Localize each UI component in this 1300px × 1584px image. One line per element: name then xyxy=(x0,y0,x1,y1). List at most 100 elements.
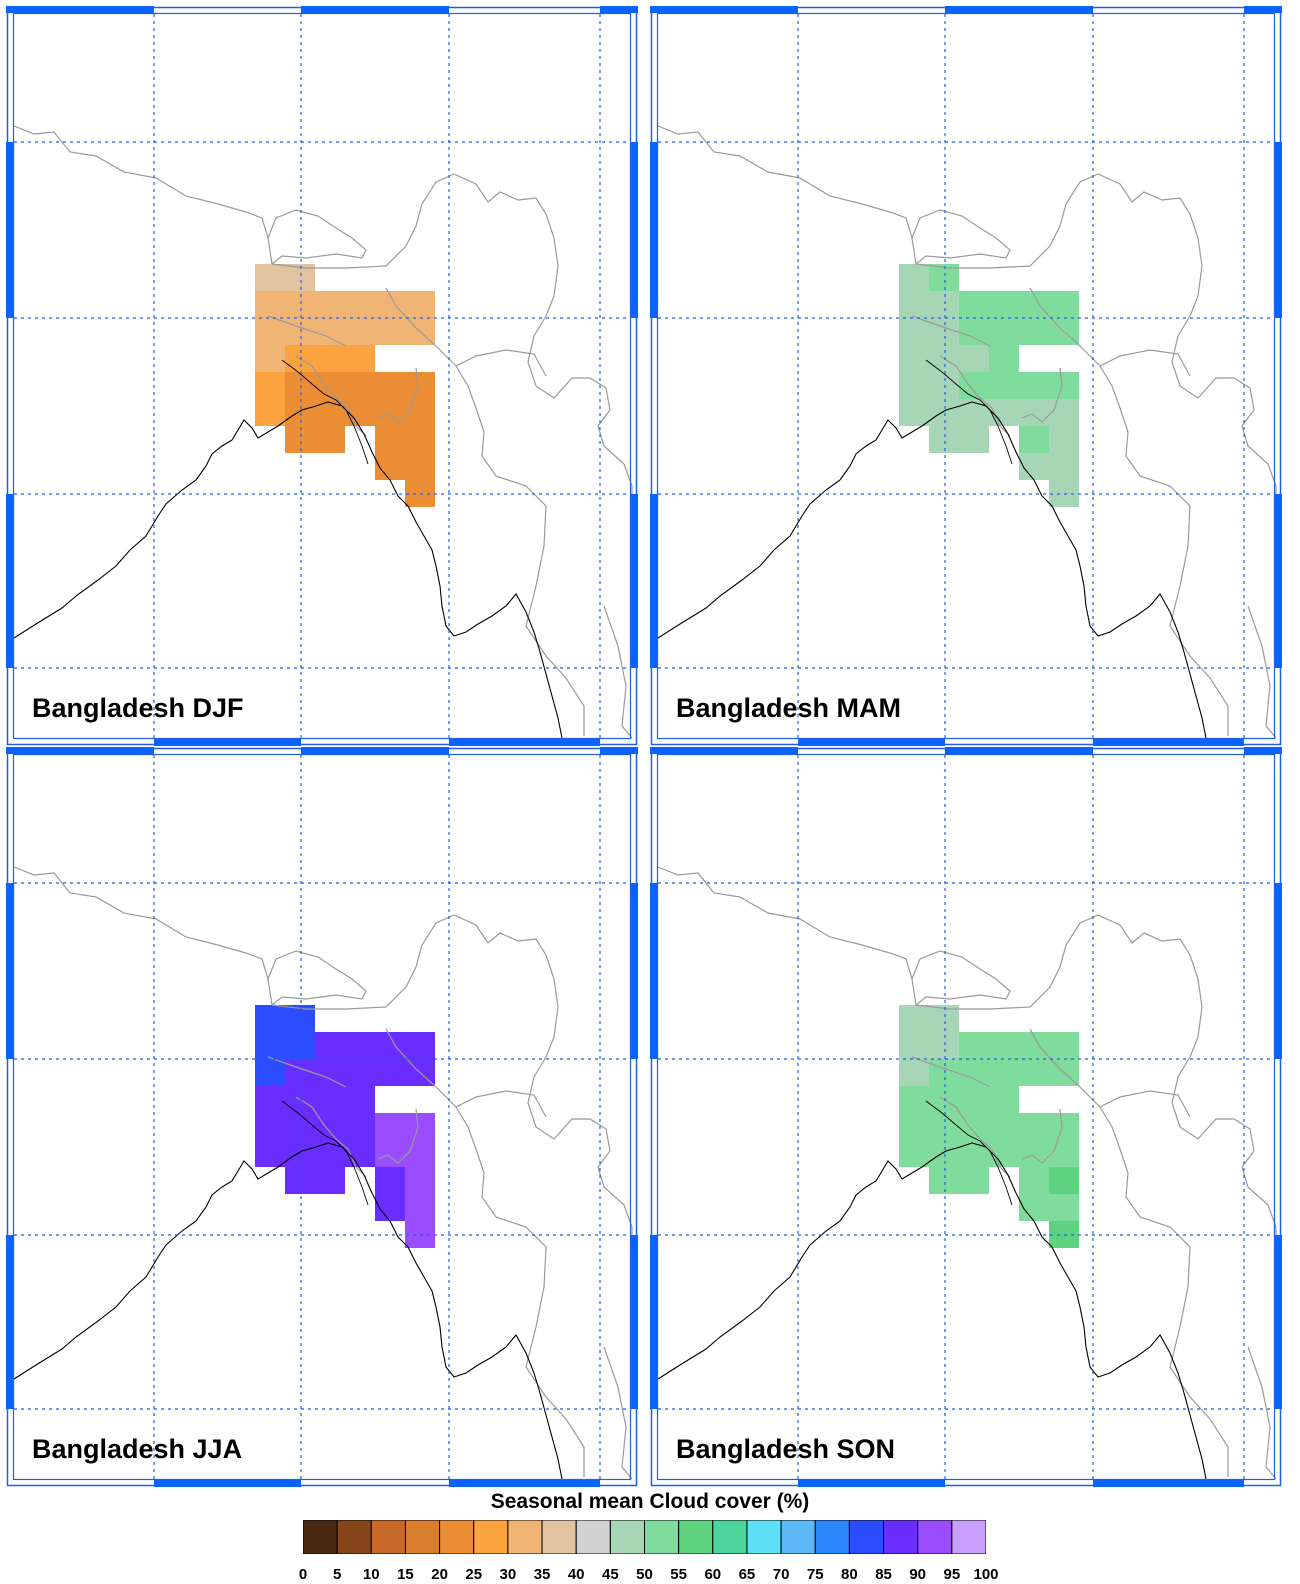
cloud-cell xyxy=(989,372,1019,399)
cloud-cell xyxy=(899,1113,929,1140)
cloud-cell xyxy=(929,1167,959,1194)
cloud-cell xyxy=(899,318,929,345)
map-canvas xyxy=(6,747,638,1487)
border-line xyxy=(455,349,547,377)
colorbar-tick-label: 45 xyxy=(602,1566,619,1583)
cloud-cell xyxy=(255,264,285,291)
cloud-cell xyxy=(899,372,929,399)
colorbar-swatch xyxy=(404,1520,441,1554)
frame-tick xyxy=(1244,6,1282,13)
colorbar-swatch xyxy=(848,1520,885,1554)
frame-tick xyxy=(1093,739,1244,746)
cloud-cell xyxy=(1049,426,1079,453)
border-line xyxy=(603,1346,633,1480)
border-line xyxy=(1247,605,1277,739)
cloud-cell xyxy=(929,399,959,426)
border-line xyxy=(1099,1090,1191,1118)
cloud-cell xyxy=(899,1032,929,1059)
cloud-cell xyxy=(285,1032,315,1059)
cloud-cell xyxy=(959,1086,989,1113)
cloud-cell xyxy=(255,1086,285,1113)
cloud-cell xyxy=(255,399,285,426)
cloud-cell xyxy=(405,372,435,399)
frame-tick xyxy=(631,142,638,318)
frame-ticks xyxy=(6,6,638,746)
frame-tick xyxy=(798,739,945,746)
country-borders xyxy=(13,866,633,1480)
cloud-cell xyxy=(899,264,929,291)
border-line xyxy=(527,315,633,526)
cloud-cell xyxy=(929,426,959,453)
inner-frame xyxy=(12,753,632,1481)
frame-tick xyxy=(631,883,638,1059)
cloud-cell xyxy=(315,426,345,453)
cloud-cell xyxy=(929,1113,959,1140)
colorbar-tick-label: 0 xyxy=(298,1566,308,1583)
colorbar-tick-label: 90 xyxy=(909,1566,927,1583)
country-borders xyxy=(13,125,633,739)
river-line xyxy=(925,359,1013,465)
border-line xyxy=(1247,1346,1277,1480)
cloud-cell xyxy=(405,1113,435,1140)
cloud-cell xyxy=(989,291,1019,318)
cloud-cell xyxy=(1049,1194,1079,1221)
border-line xyxy=(13,125,273,265)
cloud-cell xyxy=(375,318,405,345)
border-line xyxy=(527,1056,633,1267)
frame-tick xyxy=(650,494,657,668)
cloud-cell xyxy=(1049,291,1079,318)
cloud-cell xyxy=(989,318,1019,345)
cloud-cell xyxy=(989,1086,1019,1113)
cloud-cell xyxy=(959,1167,989,1194)
border-line xyxy=(295,1096,367,1178)
colorbar-swatch xyxy=(336,1520,372,1554)
border-line xyxy=(1099,365,1229,736)
frame-tick xyxy=(945,6,1093,13)
cloud-cover-cells xyxy=(255,1005,435,1248)
frame-tick xyxy=(631,1235,638,1409)
frame-tick xyxy=(1244,747,1282,754)
colorbar-swatch xyxy=(439,1520,475,1554)
colorbar-tick-label: 95 xyxy=(943,1566,961,1583)
cloud-cell xyxy=(959,345,989,372)
border-line xyxy=(1099,1106,1229,1477)
border-line xyxy=(271,173,559,317)
cloud-cell xyxy=(929,1140,959,1167)
cloud-cell xyxy=(405,1140,435,1167)
border-line xyxy=(603,605,633,739)
colorbar-swatch xyxy=(370,1520,406,1554)
cloud-cell xyxy=(375,399,405,426)
cloud-cell xyxy=(1049,1167,1079,1194)
cloud-cell xyxy=(285,1140,315,1167)
frame-tick xyxy=(631,494,638,668)
border-line xyxy=(385,1028,457,1108)
cloud-cell xyxy=(1049,399,1079,426)
border-line xyxy=(911,209,1011,265)
coastline xyxy=(13,401,563,739)
map-canvas xyxy=(650,6,1282,746)
cloud-cell xyxy=(375,1113,405,1140)
colorbar-tick-label: 75 xyxy=(806,1566,824,1583)
frame-tick xyxy=(650,6,798,13)
cloud-cell xyxy=(375,1167,405,1194)
colorbar-swatch xyxy=(917,1520,953,1554)
colorbar-tick-label: 70 xyxy=(772,1566,790,1583)
colorbar-tick-label: 40 xyxy=(567,1566,585,1583)
border-line xyxy=(911,950,1011,1006)
cloud-cell xyxy=(375,1194,405,1221)
cloud-cell xyxy=(899,291,929,318)
cloud-cell xyxy=(899,1086,929,1113)
frame-tick xyxy=(650,1235,657,1409)
frame-tick xyxy=(650,747,798,754)
cloud-cell xyxy=(959,372,989,399)
cloud-cell xyxy=(255,372,285,399)
cloud-cover-cells xyxy=(899,264,1079,507)
cloud-cell xyxy=(959,291,989,318)
border-line xyxy=(911,1056,991,1088)
cloud-cell xyxy=(345,345,375,372)
border-line xyxy=(455,1090,547,1118)
colorbar-swatch xyxy=(609,1520,646,1554)
graticule xyxy=(658,755,1274,1479)
country-borders xyxy=(657,866,1277,1480)
cloud-cell xyxy=(405,399,435,426)
